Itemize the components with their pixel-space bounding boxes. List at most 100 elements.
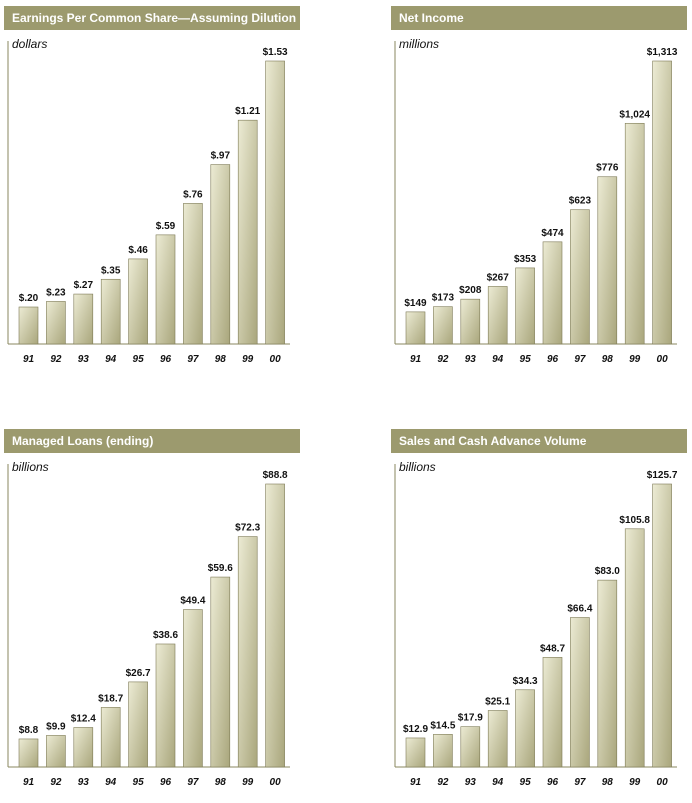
bar-chart-managed-loans: $8.8 91 $9.9 92 $12.4 93 $18.7 94 $26.7 95 $38.6 96… [7,464,290,788]
data-label: $66.4 [567,604,592,615]
bar-92 [46,735,66,768]
x-tick-label: 91 [410,354,422,365]
bar-92 [433,306,453,345]
x-tick-label: 98 [215,777,227,788]
bar-93 [460,298,481,345]
x-tick-label: 96 [160,354,172,365]
x-tick-label: 93 [78,354,90,365]
bar-98 [210,576,231,768]
data-label: $83.0 [595,566,620,577]
chart-panel-sales-volume: Sales and Cash Advance Volume billions $… [391,429,687,799]
x-tick-label: 91 [410,777,422,788]
x-tick-label: 96 [160,777,172,788]
bar-94 [100,707,121,768]
x-tick-label: 91 [23,354,35,365]
data-label: $.76 [183,189,203,200]
x-tick-label: 98 [602,354,614,365]
x-tick-label: 91 [23,777,35,788]
data-label: $1.53 [263,47,288,58]
bar-97 [183,203,203,345]
bar-96 [542,241,563,345]
bar-99 [237,536,258,768]
data-label: $.35 [101,265,121,276]
data-label: $149 [404,298,427,309]
data-label: $173 [432,293,455,304]
data-label: $474 [541,228,564,239]
data-label: $49.4 [180,596,205,607]
data-label: $1.21 [235,106,260,117]
data-label: $18.7 [98,693,123,704]
chart-title: Managed Loans (ending) [4,429,300,453]
x-tick-label: 93 [465,777,477,788]
data-label: $.97 [211,151,231,162]
chart-title: Earnings Per Common Share—Assuming Dilut… [4,6,300,30]
data-label: $88.8 [263,470,288,481]
chart-unit-label: dollars [12,37,48,51]
bar-92 [433,734,453,768]
x-tick-label: 98 [602,777,614,788]
bar-chart-net-income: $149 91 $173 92 $208 93 $267 94 $353 95 $474 96 $623… [394,41,678,365]
bar-91 [405,311,426,345]
x-tick-label: 00 [657,354,669,365]
bar-95 [128,258,148,345]
data-label: $267 [487,272,510,283]
data-label: $353 [514,254,537,265]
bar-chart-sales-volume: $12.9 91 $14.5 92 $17.9 93 $25.1 94 $34.3 95 $48.7… [394,464,678,788]
data-label: $9.9 [46,721,66,732]
x-tick-label: 97 [574,354,586,365]
x-tick-label: 99 [629,777,641,788]
bar-96 [542,657,563,768]
bar-98 [597,579,618,768]
x-tick-label: 93 [78,777,90,788]
chart-title: Net Income [391,6,687,30]
bar-91 [18,738,39,768]
bar-96 [155,643,176,768]
x-tick-label: 94 [492,354,504,365]
data-label: $776 [596,163,619,174]
data-label: $208 [459,285,482,296]
bar-94 [487,710,508,768]
data-label: $105.8 [619,515,650,526]
x-tick-label: 99 [242,777,254,788]
x-tick-label: 93 [465,354,477,365]
data-label: $72.3 [235,523,260,534]
bar-99 [624,528,645,768]
bar-95 [128,681,148,768]
data-label: $48.7 [540,643,565,654]
x-tick-label: 99 [629,354,641,365]
x-tick-label: 97 [187,777,199,788]
x-tick-label: 96 [547,354,559,365]
bar-93 [73,727,94,768]
data-label: $.46 [128,245,148,256]
chart-unit-label: billions [12,460,49,474]
data-label: $623 [569,196,592,207]
bar-98 [210,164,231,345]
data-label: $26.7 [126,668,151,679]
bar-92 [46,301,66,345]
chart-panel-net-income: Net Income millions $149 91 $173 92 $208 93 $2… [391,6,687,376]
data-label: $125.7 [647,470,678,481]
bar-94 [487,286,508,345]
x-tick-label: 92 [50,777,62,788]
bar-97 [570,209,590,345]
bar-97 [570,617,590,768]
x-tick-label: 94 [105,354,117,365]
data-label: $8.8 [19,725,39,736]
bar-95 [515,267,535,345]
x-tick-label: 00 [657,777,669,788]
bar-00 [652,483,672,768]
bar-00 [265,60,285,345]
data-label: $1,313 [647,47,678,58]
chart-panel-managed-loans: Managed Loans (ending) billions $8.8 91 $9… [4,429,300,799]
bar-93 [460,726,481,768]
x-tick-label: 95 [520,354,532,365]
x-tick-label: 00 [270,354,282,365]
x-tick-label: 99 [242,354,254,365]
data-label: $12.4 [71,713,96,724]
bar-98 [597,176,618,345]
x-tick-label: 96 [547,777,559,788]
data-label: $34.3 [513,676,538,687]
data-label: $59.6 [208,563,233,574]
chart-unit-label: billions [399,460,436,474]
bar-95 [515,689,535,768]
